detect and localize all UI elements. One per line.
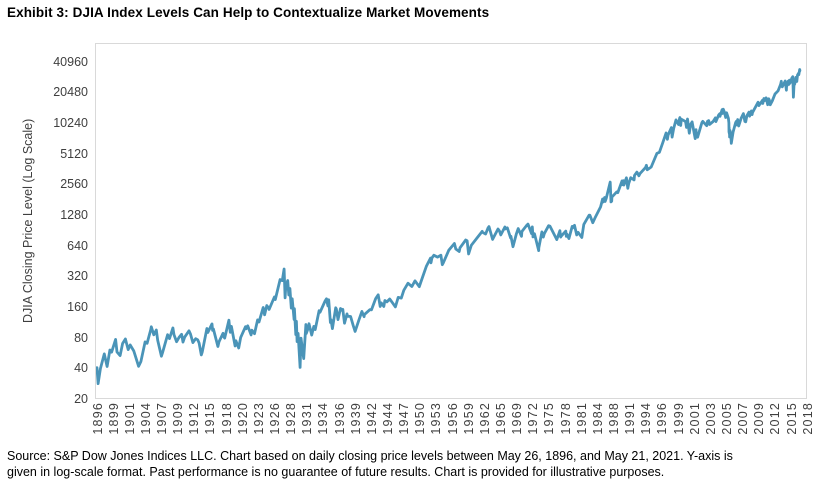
x-tick-label: 1920: [235, 402, 250, 435]
djia-series-line: [96, 68, 802, 385]
x-tick-label: 1923: [251, 402, 266, 435]
x-tick-label: 1942: [364, 402, 379, 435]
x-tick-label: 1991: [623, 402, 638, 435]
y-tick-label: 80: [74, 330, 88, 345]
y-tick-label: 40: [74, 361, 88, 376]
x-tick-label: 2015: [784, 402, 799, 435]
x-tick-label: 1994: [639, 402, 654, 435]
y-tick-label: 1280: [60, 207, 88, 222]
x-tick-label: 1896: [90, 402, 105, 435]
x-tick-label: 2007: [736, 402, 751, 435]
x-tick-label: 1999: [671, 402, 686, 435]
x-tick-label: 2005: [719, 402, 734, 435]
x-tick-label: 1915: [203, 402, 218, 435]
y-tick-label: 40960: [53, 54, 88, 69]
x-tick-label: 1972: [526, 402, 541, 435]
y-tick-label: 10240: [53, 116, 88, 131]
x-tick-label: 2003: [703, 402, 718, 435]
y-tick-label: 320: [67, 269, 88, 284]
x-tick-label: 2009: [752, 402, 767, 435]
x-tick-label: 1959: [461, 402, 476, 435]
x-tick-label: 1904: [138, 402, 153, 435]
x-tick-label: 1934: [316, 402, 331, 435]
x-tick-label: 1901: [122, 402, 137, 435]
x-tick-label: 1947: [397, 402, 412, 435]
source-note: Source: S&P Dow Jones Indices LLC. Chart…: [7, 448, 819, 480]
source-note-line2: given in log-scale format. Past performa…: [7, 465, 665, 479]
x-tick-label: 1962: [477, 402, 492, 435]
x-tick-label: 1988: [606, 402, 621, 435]
x-tick-label: 1899: [106, 402, 121, 435]
x-tick-label: 1981: [574, 402, 589, 435]
x-tick-label: 1907: [155, 402, 170, 435]
djia-line-chart: [96, 68, 802, 385]
x-tick-label: 2018: [800, 402, 815, 435]
y-tick-label: 20480: [53, 85, 88, 100]
x-tick-label: 1939: [348, 402, 363, 435]
x-tick-label: 1928: [284, 402, 299, 435]
x-tick-label: 1975: [542, 402, 557, 435]
y-tick-label: 2560: [60, 177, 88, 192]
y-tick-label: 640: [67, 238, 88, 253]
x-tick-label: 1912: [187, 402, 202, 435]
x-tick-label: 1926: [268, 402, 283, 435]
x-tick-label: 1936: [332, 402, 347, 435]
x-tick-label: 1984: [590, 402, 605, 435]
x-tick-label: 1969: [510, 402, 525, 435]
x-tick-label: 1996: [655, 402, 670, 435]
x-tick-label: 1944: [381, 402, 396, 435]
x-tick-label: 1918: [219, 402, 234, 435]
x-tick-label: 2001: [687, 402, 702, 435]
x-tick-label: 2012: [768, 402, 783, 435]
y-tick-label: 20: [74, 391, 88, 406]
page-title: Exhibit 3: DJIA Index Levels Can Help to…: [7, 5, 490, 20]
plot-area: [95, 43, 807, 399]
x-tick-label: 1956: [445, 402, 460, 435]
y-tick-label: 160: [67, 299, 88, 314]
y-tick-label: 5120: [60, 146, 88, 161]
x-tick-label: 1931: [300, 402, 315, 435]
x-tick-label: 1953: [429, 402, 444, 435]
x-tick-label: 1909: [171, 402, 186, 435]
x-tick-label: 1950: [413, 402, 428, 435]
source-note-line1: Source: S&P Dow Jones Indices LLC. Chart…: [7, 449, 733, 463]
x-tick-label: 1965: [494, 402, 508, 435]
x-tick-label: 1978: [558, 402, 573, 435]
